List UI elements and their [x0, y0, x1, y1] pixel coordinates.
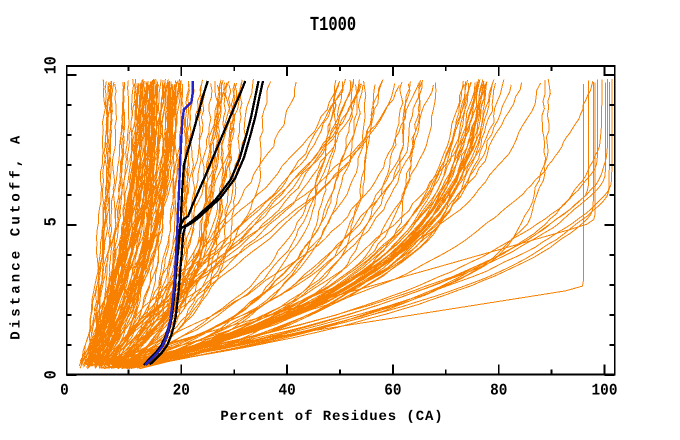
svg-text:10: 10	[42, 56, 61, 74]
svg-text:T1000: T1000	[310, 14, 356, 37]
svg-text:0: 0	[60, 381, 69, 399]
svg-text:0: 0	[42, 370, 61, 379]
svg-text:100: 100	[592, 381, 618, 399]
svg-text:Distance Cutoff, A: Distance Cutoff, A	[9, 133, 25, 340]
svg-text:60: 60	[384, 381, 401, 399]
svg-text:20: 20	[173, 381, 190, 399]
svg-text:Percent of Residues (CA): Percent of Residues (CA)	[220, 409, 443, 425]
svg-text:5: 5	[42, 217, 61, 226]
svg-text:40: 40	[278, 381, 295, 399]
svg-text:80: 80	[490, 381, 507, 399]
